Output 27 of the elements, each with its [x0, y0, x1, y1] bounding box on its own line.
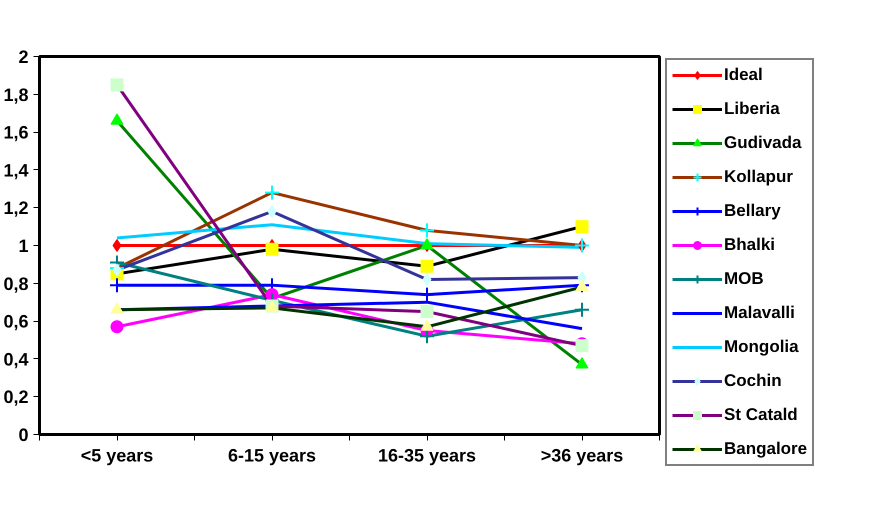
legend-label: Cochin — [724, 371, 782, 391]
legend-label: Liberia — [724, 99, 780, 119]
legend-label: MOB — [724, 269, 764, 289]
legend-label: St Catald — [724, 405, 798, 425]
y-tick-label: 0 — [18, 425, 29, 445]
legend-label: Bellary — [724, 201, 781, 221]
y-tick-label: 1,6 — [3, 122, 29, 143]
y-tick-label: 0,2 — [3, 387, 29, 408]
y-tick-label: 0,4 — [3, 349, 29, 370]
y-tick-label: 2 — [18, 47, 29, 67]
y-tick-label: 0,8 — [3, 274, 29, 294]
y-tick-label: 1,8 — [3, 84, 29, 105]
y-tick-label: 1,2 — [3, 198, 29, 218]
legend-label: Mongolia — [724, 337, 799, 357]
y-tick-label: 1 — [18, 236, 29, 256]
legend-label: Bhalki — [724, 235, 776, 255]
legend-label: Bangalore — [724, 439, 808, 459]
x-tick-label: <5 years — [80, 446, 154, 466]
y-tick-label: 0,6 — [3, 312, 29, 332]
legend-label: Malavalli — [724, 303, 795, 323]
x-tick-label: 6-15 years — [228, 446, 316, 466]
x-tick-label: 16-35 years — [378, 446, 476, 466]
x-tick-label: >36 years — [540, 446, 624, 466]
y-tick-label: 1,4 — [3, 160, 29, 180]
legend-label: Ideal — [724, 65, 763, 85]
legend-label: Gudivada — [724, 133, 802, 153]
legend-label: Kollapur — [724, 167, 793, 187]
